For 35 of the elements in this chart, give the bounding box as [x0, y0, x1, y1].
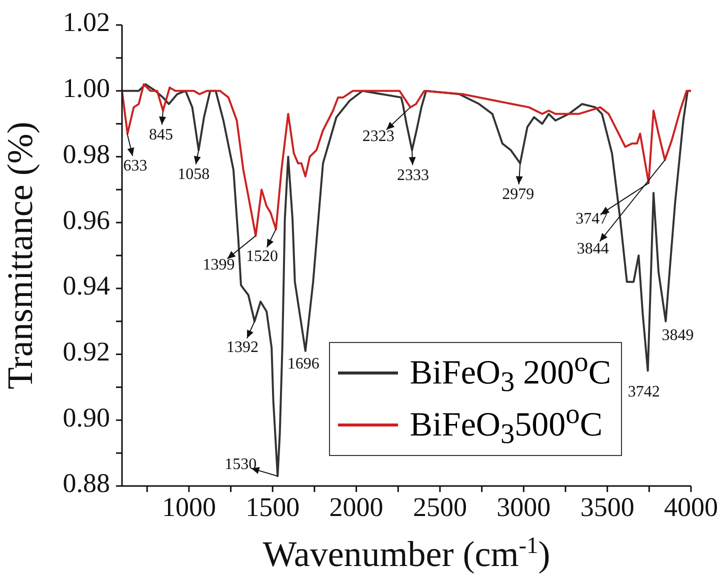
x-tick-label: 1500: [246, 492, 300, 522]
annotation: 3844: [576, 240, 609, 258]
annotation: 1392: [226, 339, 259, 356]
annotation: 1530: [224, 456, 257, 473]
x-axis-title: Wavenumber (cm$^{-1}$): [262, 533, 550, 574]
annotation: 3747: [576, 210, 608, 228]
annotation: 3849: [662, 327, 694, 344]
annotation: 1399: [202, 256, 235, 274]
annotation: 633: [123, 157, 148, 174]
x-tick-label: 2000: [329, 492, 384, 522]
y-tick-label: 0.98: [62, 138, 110, 169]
annotation: 2323: [362, 128, 394, 145]
legend-label: BiFeO$_{3}$500$^{o}$C: [410, 398, 602, 452]
annotation: 2979: [502, 186, 534, 203]
annotation: 845: [149, 126, 173, 144]
x-tick-label: 3000: [496, 492, 551, 522]
y-tick-label: 0.94: [62, 270, 110, 301]
y-tick-label: 0.88: [62, 468, 110, 498]
x-tick-label: 4000: [664, 492, 718, 522]
line-series: [122, 83, 691, 237]
x-tick-label: 1000: [162, 492, 216, 522]
annotation: 1696: [287, 356, 320, 373]
y-axis-title: Transmittance (%): [0, 122, 40, 390]
x-tick-label: 3500: [580, 492, 634, 522]
y-tick-label: 1.02: [62, 7, 110, 38]
y-tick-label: 0.96: [62, 204, 110, 235]
y-tick-label: 1.00: [62, 73, 110, 104]
y-tick-label: 0.92: [62, 336, 110, 366]
annotation: 1520: [246, 248, 278, 265]
annotation: 1058: [178, 166, 210, 183]
x-tick-label: 2500: [412, 492, 467, 522]
annotation: 2333: [397, 166, 430, 184]
legend-label: BiFeO$_{3}$ 200$^{o}$C: [410, 346, 611, 400]
annotation: 3742: [628, 383, 660, 400]
y-tick-label: 0.90: [62, 402, 110, 432]
